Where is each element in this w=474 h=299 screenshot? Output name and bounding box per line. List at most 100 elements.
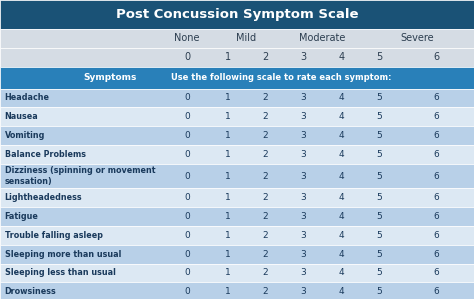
Text: 2: 2 [263,212,268,221]
Text: 2: 2 [262,52,269,62]
Text: 0: 0 [184,250,190,259]
Bar [0,226,474,245]
Text: 0: 0 [184,150,190,159]
Text: 1: 1 [225,269,230,277]
Text: 3: 3 [301,212,306,221]
Text: 3: 3 [301,131,306,140]
Text: 4: 4 [338,52,344,62]
Text: 1: 1 [225,212,230,221]
Text: 1: 1 [225,131,230,140]
Text: 2: 2 [263,131,268,140]
Text: Sleeping less than usual: Sleeping less than usual [5,269,116,277]
Text: Post Concussion Symptom Scale: Post Concussion Symptom Scale [116,8,358,21]
Bar [0,126,474,145]
Text: 2: 2 [263,231,268,240]
Text: Lightheadedness: Lightheadedness [5,193,82,202]
Text: 3: 3 [301,52,306,62]
Text: 2: 2 [263,287,268,296]
Bar [0,107,474,126]
Bar [0,48,474,67]
Text: 5: 5 [376,52,383,62]
Text: 4: 4 [338,287,344,296]
Text: 3: 3 [301,231,306,240]
Text: 0: 0 [184,94,190,103]
Bar [0,207,474,226]
Text: 5: 5 [376,150,382,159]
Bar [0,67,474,89]
Text: 5: 5 [376,94,382,103]
Text: 2: 2 [263,94,268,103]
Text: 4: 4 [338,193,344,202]
Text: Balance Problems: Balance Problems [5,150,86,159]
Text: 3: 3 [301,150,306,159]
Text: 0: 0 [184,231,190,240]
Bar [0,245,474,263]
Text: 6: 6 [433,150,439,159]
Bar [0,283,474,299]
Text: 4: 4 [338,172,344,181]
Text: 1: 1 [225,94,230,103]
Text: Fatigue: Fatigue [5,212,38,221]
Text: 6: 6 [433,231,439,240]
Text: Drowsiness: Drowsiness [5,287,56,296]
Text: 1: 1 [225,250,230,259]
Bar [0,0,474,29]
Text: 2: 2 [263,150,268,159]
Bar [0,89,474,107]
Text: 6: 6 [433,172,439,181]
Text: 1: 1 [225,193,230,202]
Text: 6: 6 [433,94,439,103]
Text: 1: 1 [225,112,230,121]
Text: Symptoms: Symptoms [83,73,137,82]
Text: 3: 3 [301,269,306,277]
Text: 1: 1 [225,287,230,296]
Text: 1: 1 [225,52,230,62]
Text: 2: 2 [263,112,268,121]
Text: Sleeping more than usual: Sleeping more than usual [5,250,121,259]
Text: 5: 5 [376,231,382,240]
Text: 4: 4 [338,150,344,159]
Text: 5: 5 [376,112,382,121]
Text: Mild: Mild [237,33,256,43]
Text: 0: 0 [184,52,190,62]
Text: 3: 3 [301,112,306,121]
Text: Trouble falling asleep: Trouble falling asleep [5,231,103,240]
Text: 5: 5 [376,212,382,221]
Text: 2: 2 [263,269,268,277]
Text: 3: 3 [301,287,306,296]
Text: 6: 6 [433,287,439,296]
Text: 6: 6 [433,212,439,221]
Bar [0,164,474,188]
Text: 6: 6 [433,250,439,259]
Text: Moderate: Moderate [299,33,346,43]
Bar [0,188,474,207]
Text: 6: 6 [433,52,439,62]
Text: 2: 2 [263,250,268,259]
Text: 1: 1 [225,172,230,181]
Text: Use the following scale to rate each symptom:: Use the following scale to rate each sym… [171,73,391,82]
Text: 1: 1 [225,231,230,240]
Text: 3: 3 [301,172,306,181]
Text: 4: 4 [338,212,344,221]
Text: 3: 3 [301,94,306,103]
Text: 6: 6 [433,112,439,121]
Text: 5: 5 [376,287,382,296]
Text: 6: 6 [433,131,439,140]
Text: 4: 4 [338,231,344,240]
Text: Headache: Headache [5,94,50,103]
Text: Dizziness (spinning or movement
sensation): Dizziness (spinning or movement sensatio… [5,166,155,186]
Bar [0,145,474,164]
Text: 4: 4 [338,94,344,103]
Bar [0,29,474,48]
Text: 4: 4 [338,131,344,140]
Text: Nausea: Nausea [5,112,38,121]
Text: 3: 3 [301,250,306,259]
Text: 0: 0 [184,131,190,140]
Text: 5: 5 [376,269,382,277]
Text: None: None [174,33,200,43]
Text: 0: 0 [184,112,190,121]
Text: 5: 5 [376,250,382,259]
Text: 5: 5 [376,172,382,181]
Text: 2: 2 [263,193,268,202]
Text: 0: 0 [184,269,190,277]
